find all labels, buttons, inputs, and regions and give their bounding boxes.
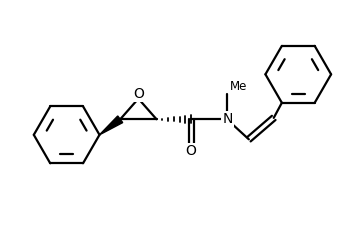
Polygon shape [100, 116, 123, 135]
Text: O: O [186, 144, 197, 158]
Text: O: O [133, 87, 144, 101]
Text: N: N [222, 112, 233, 126]
Text: Me: Me [230, 80, 247, 93]
